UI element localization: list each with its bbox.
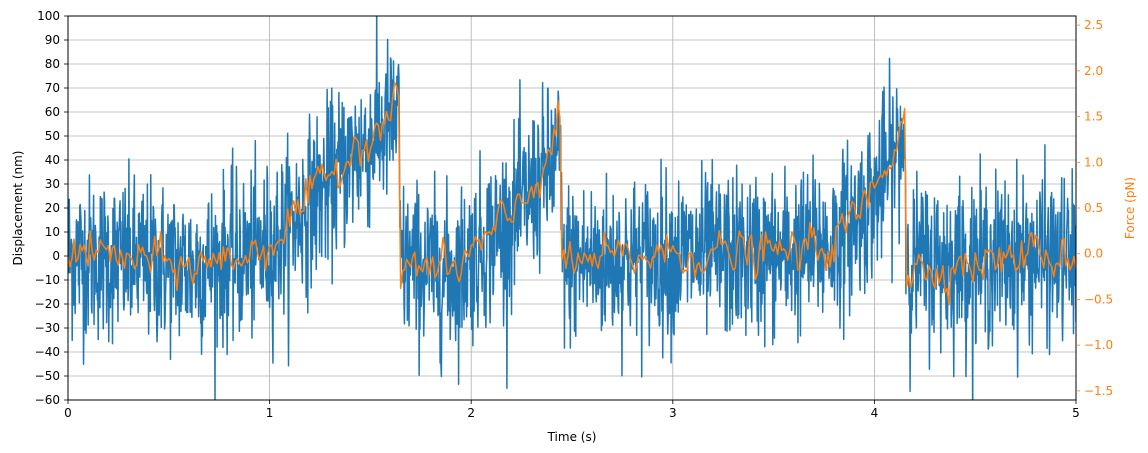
plot-layer bbox=[68, 16, 1076, 400]
y-tick-label: −20 bbox=[35, 297, 60, 311]
y-tick-label: 90 bbox=[45, 33, 60, 47]
x-axis-title: Time (s) bbox=[547, 430, 597, 444]
y-tick-label: −30 bbox=[35, 321, 60, 335]
force-series-line bbox=[68, 81, 1076, 306]
axis-layer: 0 1 2 3 4 5 −60 −50 −40 −30 −20 −10 0 10 20 30 40 50 60 70 8… bbox=[35, 9, 1113, 420]
y-tick-label: −10 bbox=[35, 273, 60, 287]
y2-tick-label: 0.5 bbox=[1084, 201, 1103, 215]
grid-layer bbox=[67, 15, 1077, 401]
y2-tick-label: 2.5 bbox=[1084, 18, 1103, 32]
y2-tick-label: −0.5 bbox=[1084, 292, 1113, 306]
y-tick-label: 60 bbox=[45, 105, 60, 119]
y2-tick-label: −1.5 bbox=[1084, 384, 1113, 398]
x-tick-label: 2 bbox=[467, 406, 475, 420]
y2-tick-label: −1.0 bbox=[1084, 338, 1113, 352]
y-axis-title: Displacement (nm) bbox=[11, 151, 25, 266]
y-tick-label: 0 bbox=[52, 249, 60, 263]
y-tick-label: 40 bbox=[45, 153, 60, 167]
y2-tick-label: 2.0 bbox=[1084, 64, 1103, 78]
y-tick-label: 70 bbox=[45, 81, 60, 95]
y2-tick-label: 1.0 bbox=[1084, 155, 1103, 169]
y2-axis-title: Force (pN) bbox=[1123, 177, 1137, 239]
y-tick-label: 20 bbox=[45, 201, 60, 215]
x-tick-label: 5 bbox=[1072, 406, 1080, 420]
y2-tick-label: 0.0 bbox=[1084, 247, 1103, 261]
y-tick-label: 50 bbox=[45, 129, 60, 143]
y-tick-label: 100 bbox=[37, 9, 60, 23]
y-tick-label: 30 bbox=[45, 177, 60, 191]
x-tick-label: 4 bbox=[871, 406, 879, 420]
y2-tick-label: 1.5 bbox=[1084, 110, 1103, 124]
x-tick-label: 3 bbox=[669, 406, 677, 420]
x-tick-label: 1 bbox=[266, 406, 274, 420]
y-tick-label: −40 bbox=[35, 345, 60, 359]
y-tick-label: 10 bbox=[45, 225, 60, 239]
y-tick-label: −50 bbox=[35, 369, 60, 383]
x-tick-label: 0 bbox=[64, 406, 72, 420]
y-tick-label: 80 bbox=[45, 57, 60, 71]
y-tick-label: −60 bbox=[35, 393, 60, 407]
